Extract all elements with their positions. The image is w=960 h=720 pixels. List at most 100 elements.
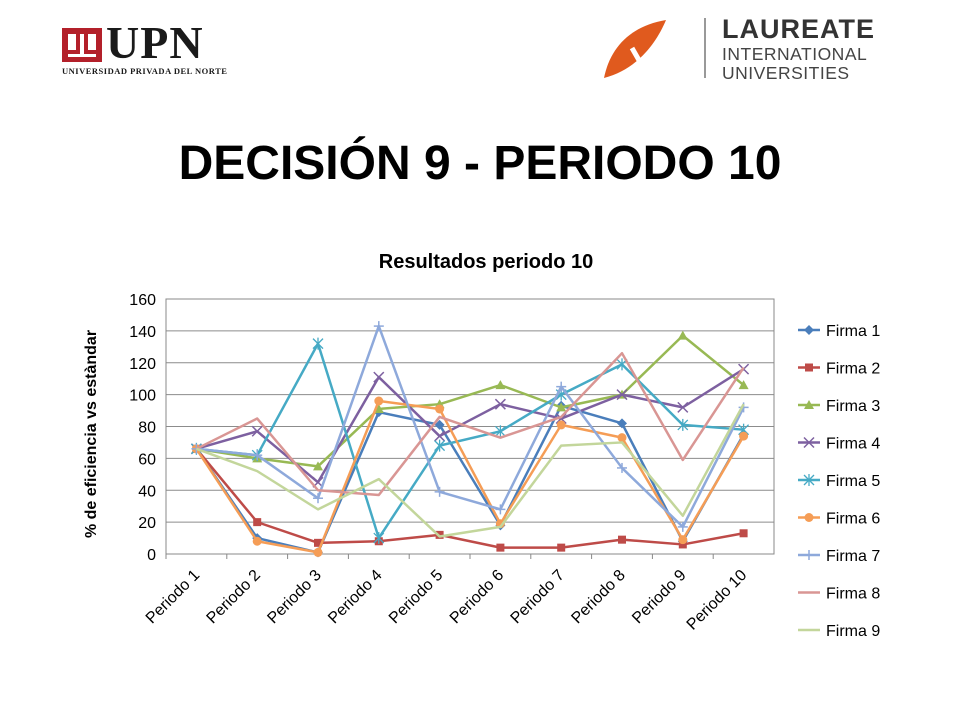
data-point <box>678 540 687 549</box>
data-point <box>494 425 506 438</box>
series-line <box>195 399 745 554</box>
y-tick-label: 40 <box>138 483 156 500</box>
data-point <box>738 380 749 390</box>
x-tick-label: Periodo 10 <box>684 567 751 634</box>
laureate-leaf-icon <box>604 20 666 78</box>
legend-item: Firma 5 <box>798 473 880 490</box>
x-tick-label: Periodo 7 <box>508 567 569 628</box>
data-point <box>616 389 628 401</box>
series-layer <box>190 321 750 558</box>
legend-label: Firma 4 <box>826 436 880 453</box>
data-point <box>739 529 748 538</box>
data-point <box>618 535 626 544</box>
series-line <box>195 403 745 538</box>
data-point <box>617 418 627 429</box>
data-point <box>804 325 814 335</box>
legend-item: Firma 2 <box>798 361 880 378</box>
y-tick-label: 20 <box>138 515 156 532</box>
data-point <box>312 337 324 350</box>
x-tick-label: Periodo 9 <box>629 567 690 628</box>
y-axis-label: % de eficiencia vs estàndar <box>83 330 100 538</box>
data-point <box>494 398 506 410</box>
chart-title: Resultados periodo 10 <box>379 251 594 273</box>
legend-label: Firma 1 <box>826 323 880 340</box>
data-point <box>557 543 566 552</box>
data-point <box>677 521 688 532</box>
laureate-divider <box>704 18 706 78</box>
data-point <box>804 513 814 522</box>
x-tick-label: Periodo 2 <box>204 567 265 628</box>
series-firma-9 <box>195 403 745 538</box>
data-point <box>556 402 567 412</box>
legend-item: Firma 6 <box>798 511 880 528</box>
legend-item: Firma 7 <box>798 548 880 565</box>
upn-emblem-icon <box>62 28 102 62</box>
data-point <box>313 493 323 504</box>
data-point <box>803 436 815 449</box>
data-point <box>677 330 688 340</box>
laureate-logo: LAUREATE INTERNATIONAL UNIVERSITIES <box>598 12 908 84</box>
series-line <box>196 342 744 540</box>
data-point <box>617 462 627 473</box>
series-firma-8 <box>195 351 745 497</box>
x-axis-ticks: Periodo 1 Periodo 2 Periodo 3 Periodo 4 Peri… <box>143 554 751 634</box>
x-tick-label: Periodo 5 <box>386 567 447 628</box>
data-point <box>314 538 322 547</box>
series-line <box>196 368 745 484</box>
data-point <box>434 486 445 497</box>
data-point <box>253 518 262 527</box>
upn-logo: UPN UNIVERSIDAD PRIVADA DEL NORTE <box>62 17 254 80</box>
data-point <box>804 400 814 409</box>
data-point <box>252 536 262 546</box>
data-point <box>435 404 445 414</box>
data-point <box>434 439 446 452</box>
y-tick-label: 100 <box>129 388 156 405</box>
data-point <box>738 402 749 413</box>
data-point <box>252 450 263 461</box>
data-point <box>373 371 385 383</box>
series-line <box>195 448 744 549</box>
x-tick-label: Periodo 3 <box>264 567 325 628</box>
x-tick-label: Periodo 6 <box>447 567 508 628</box>
laureate-line-universities: UNIVERSITIES <box>722 63 850 83</box>
data-point <box>434 419 445 430</box>
series-line <box>196 334 745 468</box>
upn-logo-text: UPN <box>106 17 204 68</box>
data-point <box>496 543 505 552</box>
upn-logo-subtitle: UNIVERSIDAD PRIVADA DEL NORTE <box>62 66 228 76</box>
legend-item: Firma 1 <box>798 323 880 340</box>
legend-label: Firma 7 <box>826 548 880 565</box>
data-point <box>804 550 814 560</box>
x-tick-label: Periodo 8 <box>568 567 629 628</box>
legend-label: Firma 2 <box>826 361 880 378</box>
data-point <box>373 532 385 545</box>
x-tick-label: Periodo 4 <box>325 567 386 628</box>
series-line <box>196 324 745 529</box>
legend-item: Firma 4 <box>798 436 880 453</box>
data-point <box>373 403 384 413</box>
legend: Firma 1 Firma 2 Firma 3 Firma 4 Firma 5 Firma… <box>798 323 880 640</box>
data-point <box>677 418 689 431</box>
y-tick-label: 160 <box>129 292 156 309</box>
series-line <box>195 404 745 554</box>
legend-label: Firma 6 <box>826 511 880 528</box>
legend-label: Firma 3 <box>826 398 880 415</box>
x-tick-label: Periodo 1 <box>143 567 204 628</box>
data-point <box>313 547 323 557</box>
data-point <box>495 504 506 515</box>
legend-label: Firma 8 <box>826 586 880 603</box>
series-line <box>195 351 745 497</box>
y-tick-label: 80 <box>138 420 156 437</box>
y-tick-label: 0 <box>147 547 156 564</box>
data-point <box>803 474 815 486</box>
y-axis-ticks: 0 20 40 60 80 100 120 140 160 <box>129 292 156 564</box>
data-point <box>374 396 384 406</box>
y-tick-label: 140 <box>129 324 156 341</box>
y-tick-label: 120 <box>129 356 156 373</box>
series-firma-5 <box>190 337 750 545</box>
data-point <box>495 380 506 390</box>
data-point <box>617 433 627 443</box>
data-point <box>677 401 689 413</box>
slide-title: DECISIÓN 9 - PERIODO 10 <box>178 137 782 190</box>
legend-label: Firma 9 <box>826 623 880 640</box>
